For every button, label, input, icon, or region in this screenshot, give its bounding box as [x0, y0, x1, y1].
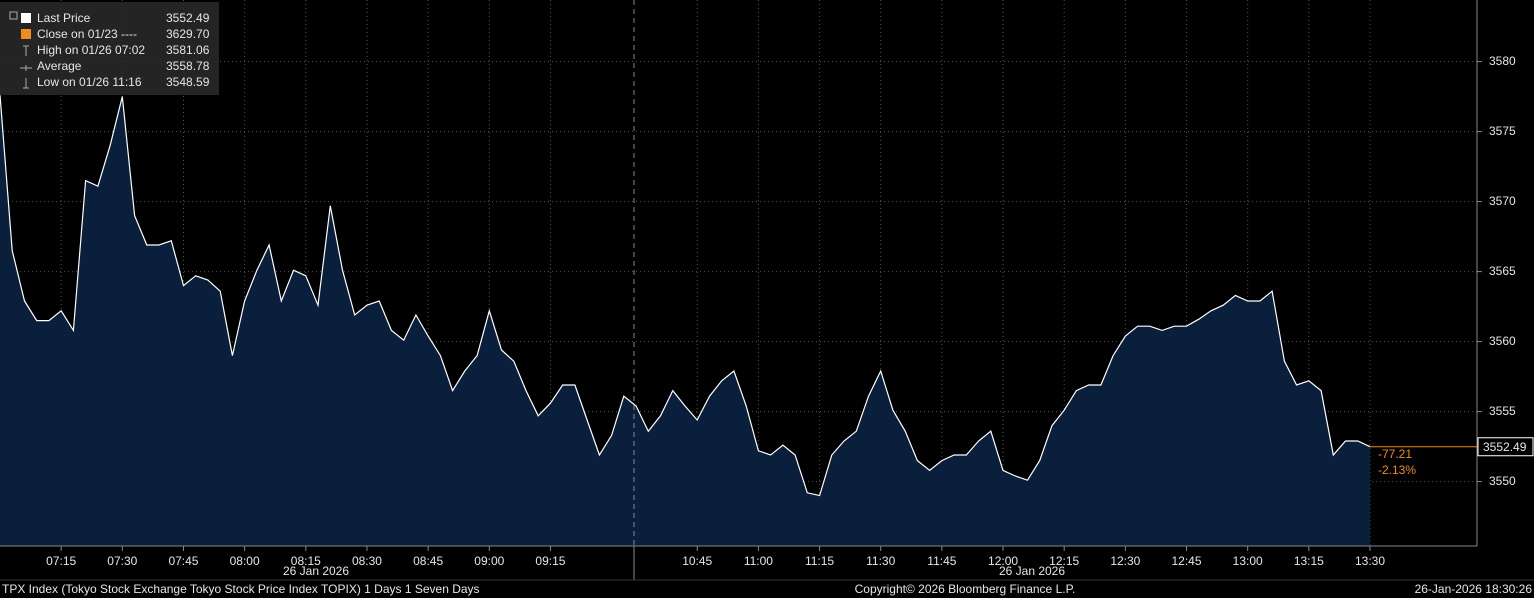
price-line — [0, 95, 1371, 497]
x-tick-label: 10:45 — [682, 554, 712, 568]
x-tick-label: 09:15 — [535, 554, 565, 568]
x-tick-label: 12:15 — [1049, 554, 1079, 568]
x-tick-label: 12:30 — [1110, 554, 1140, 568]
legend-label: Close on 01/23 ---- — [37, 27, 137, 41]
x-tick-label: 09:00 — [474, 554, 504, 568]
legend-label: Average — [37, 59, 82, 73]
x-tick-label: 11:30 — [866, 554, 895, 568]
x-tick-label: 11:45 — [927, 554, 956, 568]
y-tick-label: 3575 — [1489, 124, 1516, 138]
x-tick-label: 13:15 — [1294, 554, 1324, 568]
x-tick-label: 12:00 — [988, 554, 1018, 568]
grid — [0, 0, 1477, 546]
footer-right: 26-Jan-2026 18:30:26 — [1415, 582, 1533, 596]
area-fill — [0, 95, 1370, 546]
y-tick-label: 3570 — [1489, 194, 1516, 208]
legend-swatch — [21, 13, 31, 23]
footer-center: Copyright© 2026 Bloomberg Finance L.P. — [855, 582, 1076, 596]
x-tick-label: 08:00 — [230, 554, 260, 568]
legend-value: 3558.78 — [166, 59, 210, 73]
y-tick-label: 3555 — [1489, 404, 1516, 418]
last-price-label: 3552.49 — [1483, 440, 1527, 454]
legend-label: High on 01/26 07:02 — [37, 43, 145, 57]
x-tick-label: 12:45 — [1172, 554, 1202, 568]
x-tick-label: 08:45 — [413, 554, 443, 568]
legend-value: 3552.49 — [166, 11, 210, 25]
legend-icon — [23, 45, 29, 56]
legend-icon — [23, 78, 29, 89]
legend-label: Low on 01/26 11:16 — [37, 75, 142, 89]
y-tick-label: 3565 — [1489, 264, 1516, 278]
x-tick-label: 08:30 — [352, 554, 382, 568]
legend-label: Last Price — [37, 11, 91, 25]
change-label: -77.21 — [1378, 447, 1412, 461]
y-tick-label: 3580 — [1489, 54, 1516, 68]
legend-value: 3548.59 — [166, 75, 210, 89]
date-label: 26 Jan 2026 — [283, 564, 349, 578]
legend-toggle[interactable] — [9, 11, 18, 20]
change-pct-label: -2.13% — [1378, 463, 1416, 477]
x-tick-label: 11:00 — [744, 554, 773, 568]
date-label: 26 Jan 2026 — [999, 564, 1065, 578]
x-tick-label: 13:30 — [1355, 554, 1385, 568]
y-tick-label: 3560 — [1489, 334, 1516, 348]
plot — [0, 95, 1371, 546]
y-tick-label: 3550 — [1489, 474, 1516, 488]
legend: Last Price 3552.49 Close on 01/23 ---- 3629… — [0, 2, 219, 95]
last-price-tag — [1477, 437, 1534, 457]
x-tick-label: 07:45 — [168, 554, 198, 568]
x-tick-label: 07:15 — [46, 554, 76, 568]
x-tick-label: 08:15 — [291, 554, 321, 568]
legend-value: 3581.06 — [166, 43, 210, 57]
legend-swatch — [21, 29, 31, 39]
footer-left: TPX Index (Tokyo Stock Exchange Tokyo St… — [2, 582, 480, 596]
x-tick-label: 13:00 — [1233, 554, 1263, 568]
legend-box — [0, 2, 219, 95]
legend-value: 3629.70 — [166, 27, 210, 41]
x-tick-label: 07:30 — [107, 554, 137, 568]
legend-icon — [20, 65, 32, 71]
x-tick-label: 11:15 — [805, 554, 834, 568]
